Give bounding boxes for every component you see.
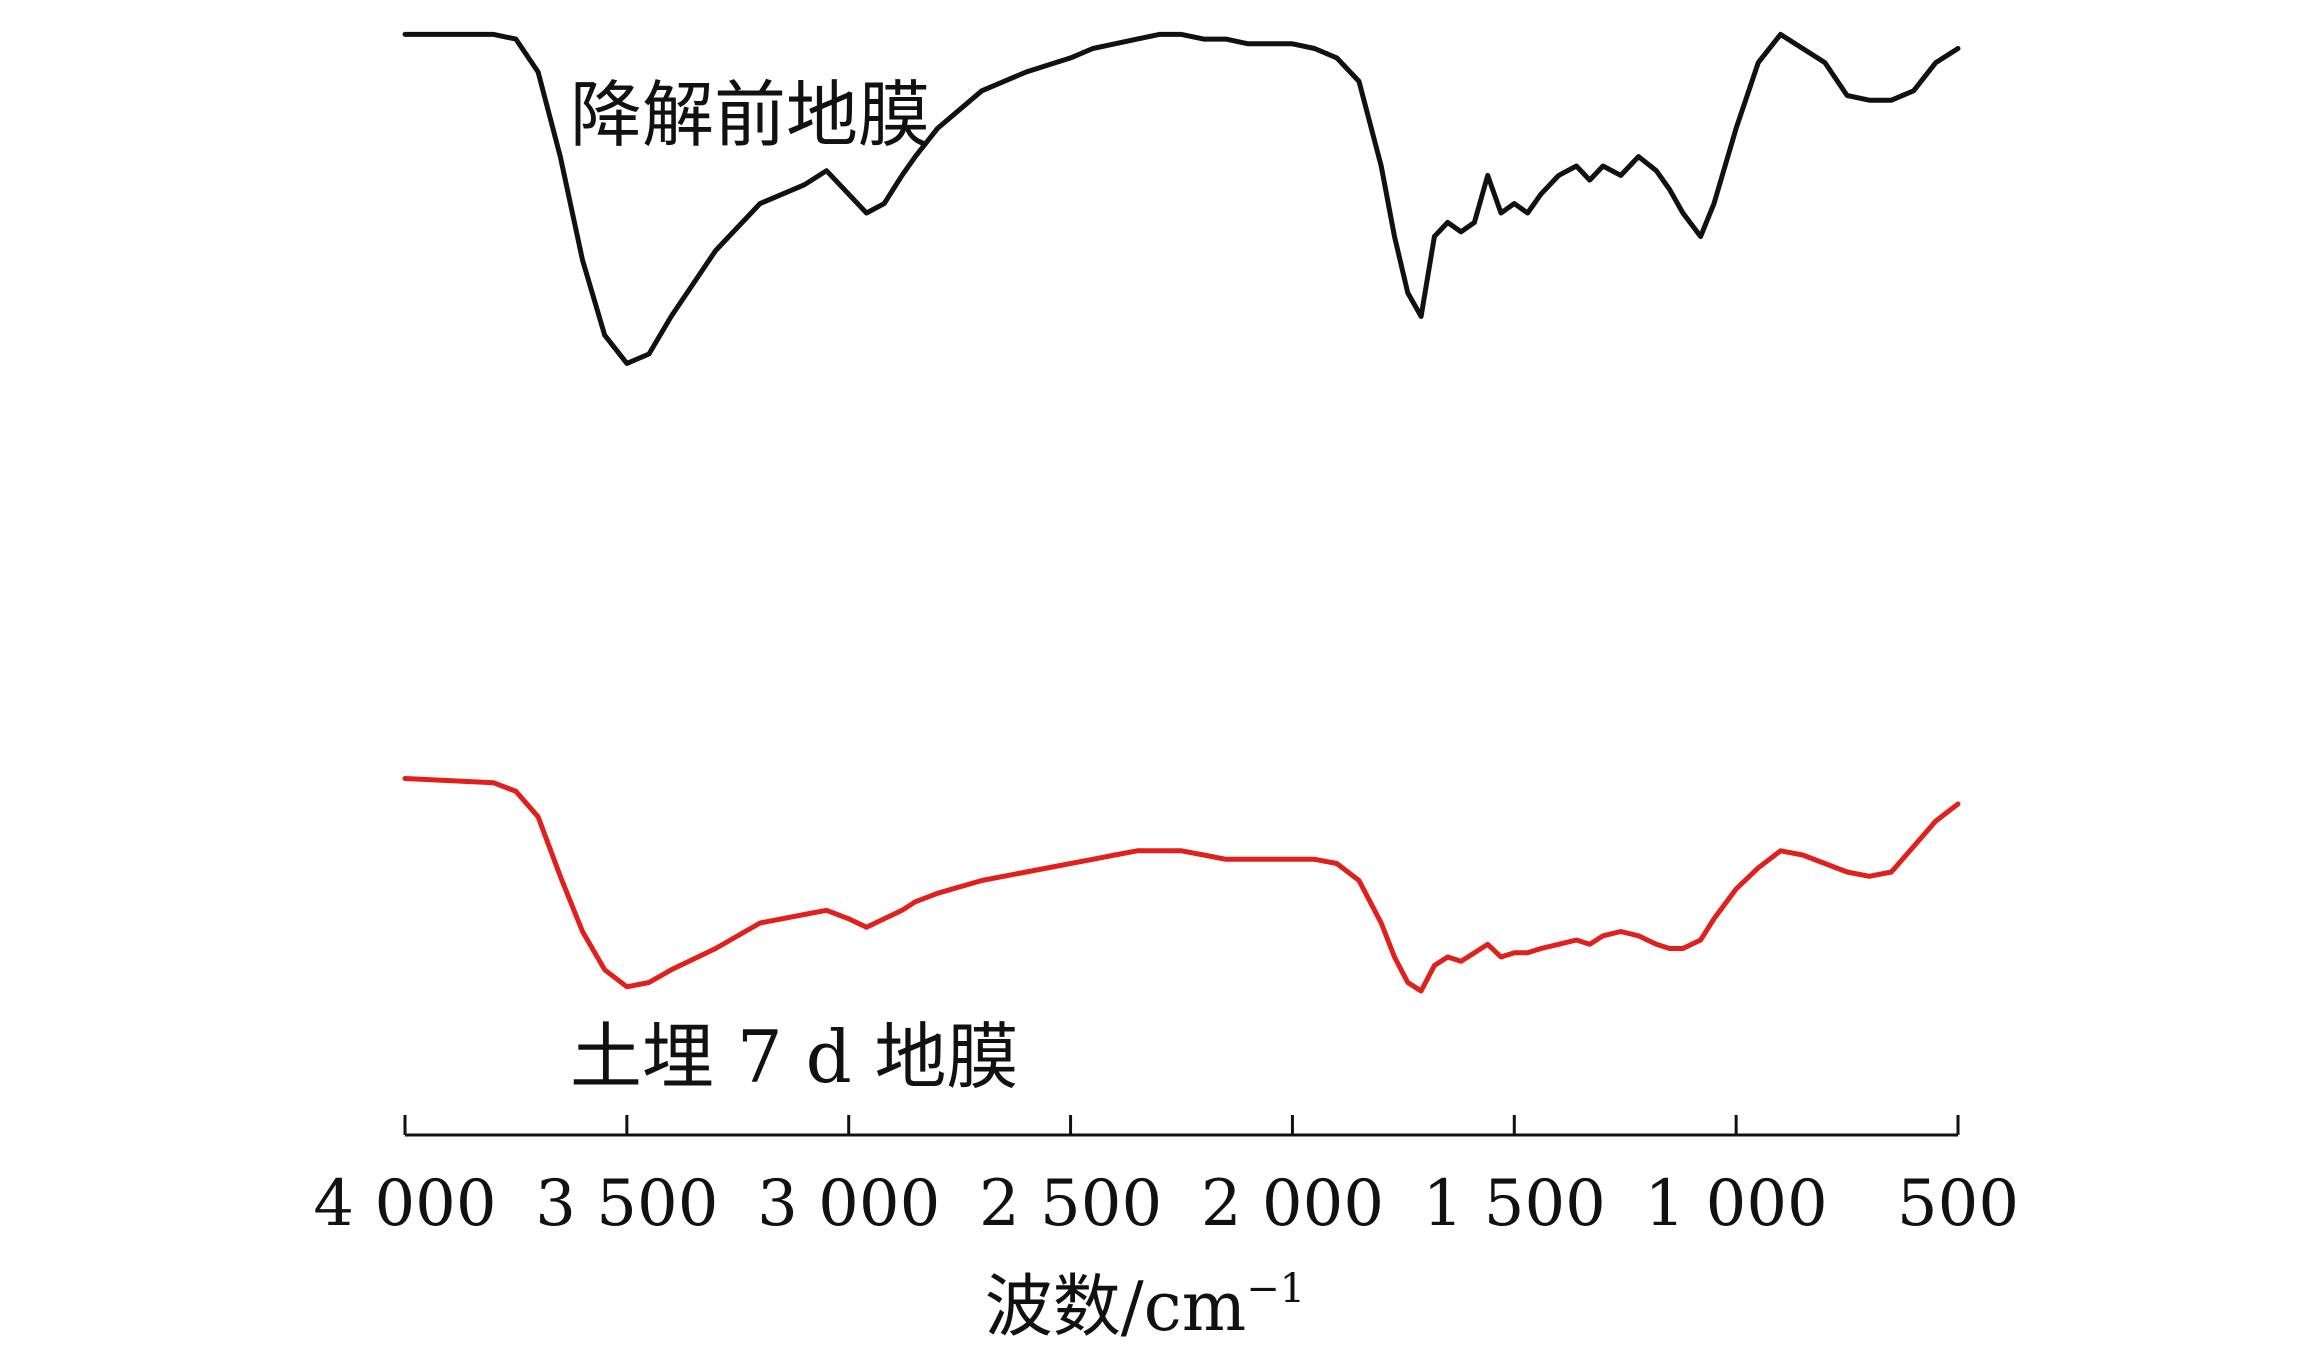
series-line-2 [402,776,1961,994]
x-axis: 4 000 3 500 3 000 2 500 2 000 1 500 1 000 500 [313,1115,2019,1241]
x-tick-label: 500 [1897,1167,2019,1241]
x-tick-label: 2 000 [1201,1167,1384,1241]
x-tick-label: 4 000 [313,1167,496,1241]
series-line-1 [402,31,1961,366]
series-layer [402,31,1961,994]
x-axis-title-text: 波数/cm [985,1268,1246,1347]
x-tick-label: 3 000 [757,1167,940,1241]
x-tick-label: 1 500 [1423,1167,1606,1241]
x-axis-title: 波数/cm−1 [985,1266,1305,1347]
series-label-buried-7d: 土埋 7 d 地膜 [570,1015,1019,1099]
x-tick-label: 1 000 [1645,1167,1828,1241]
x-axis-title-superscript: −1 [1246,1266,1305,1312]
x-tick-label: 3 500 [535,1167,718,1241]
x-tick-label: 2 500 [979,1167,1162,1241]
series-label-before-degradation: 降解前地膜 [570,73,930,157]
